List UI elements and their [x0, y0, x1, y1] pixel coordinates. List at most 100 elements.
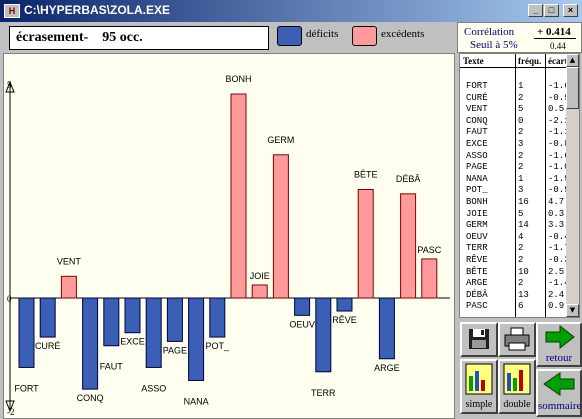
bar-chart: 5 0 -2 FORT CURÉ VENT CONQ FAUT EXCE ASSO PAGE NANA…	[3, 53, 455, 419]
table-row: TERR 2 -1.7	[460, 243, 570, 254]
arrow-left-icon	[543, 372, 575, 396]
bar-3	[82, 297, 99, 390]
cell-freq: 6	[518, 301, 524, 312]
table-row: BÊTE 10 2.5	[460, 267, 566, 278]
save-button[interactable]	[460, 322, 498, 357]
chart-header: écrasement- 95 occ. déficits excédents	[3, 22, 455, 53]
threshold-value: 0.44	[550, 41, 566, 51]
cell-word: EXCE	[466, 139, 488, 149]
table-row: EXCE 3 -0.8	[460, 139, 570, 150]
app-icon: H	[4, 4, 20, 18]
double-button[interactable]: double	[498, 359, 536, 414]
cell-freq: 10	[518, 266, 529, 277]
cell-word: GERM	[466, 220, 488, 231]
maximize-icon[interactable]: □	[544, 4, 559, 17]
bar-18	[400, 193, 417, 299]
cell-freq: 2	[518, 127, 524, 138]
bar-label-3: CONQ	[77, 393, 104, 403]
cell-gap: -1.0	[548, 162, 570, 173]
cell-word: FAUT	[466, 127, 488, 138]
crush-count: 95 occ.	[102, 30, 143, 45]
table-row: GERM 14 3.3	[460, 220, 566, 231]
minimize-icon[interactable]: _	[528, 4, 543, 17]
cell-gap: 0.5	[548, 104, 565, 115]
cell-gap: -0.9	[548, 185, 570, 196]
table-scrollbar[interactable]: ▲ ▼	[566, 54, 579, 317]
summary-button-label: sommaire	[538, 400, 582, 412]
legend-excess-label: excédents	[381, 28, 425, 40]
bar-label-7: PAGE	[163, 345, 187, 355]
bar-13	[294, 297, 311, 316]
cell-gap: -1.1	[548, 127, 570, 138]
bar-label-12: GERM	[267, 135, 294, 145]
y-tick-label: 5	[7, 80, 12, 90]
cell-gap: -0.8	[548, 139, 570, 149]
back-button[interactable]: retour	[536, 322, 582, 367]
bar-label-15: RÊVE	[332, 315, 357, 325]
scroll-up-icon[interactable]: ▲	[566, 54, 579, 67]
bar-label-5: EXCE	[120, 337, 145, 347]
cell-gap: -0.9	[548, 92, 570, 103]
cell-word: JOIE	[466, 208, 488, 219]
bar-label-19: PASC	[417, 245, 441, 255]
cell-freq: 2	[518, 255, 524, 265]
header-rule	[460, 67, 566, 68]
cell-word: PASC	[466, 301, 488, 312]
y-tick-label: 0	[7, 294, 12, 304]
frequency-table[interactable]: Texte fréqu. écart FORT 1 -1.6 CURÉ 2 -0.9 VEN…	[459, 53, 580, 318]
cell-gap: -0.4	[548, 231, 570, 242]
cell-freq: 2	[518, 150, 524, 161]
cell-word: PAGE	[466, 162, 488, 173]
cell-freq: 3	[518, 185, 524, 196]
table-row: PASC 6 0.9	[460, 301, 566, 312]
simple-chart-icon	[465, 363, 493, 395]
cell-word: BÊTE	[466, 266, 488, 277]
bar-14	[315, 297, 332, 373]
simple-button[interactable]: simple	[460, 359, 498, 414]
bar-12	[272, 154, 289, 299]
cell-freq: 2	[518, 243, 524, 254]
bar-label-0: FORT	[14, 383, 39, 393]
simple-button-label: simple	[465, 399, 493, 410]
arrow-right-icon	[545, 324, 575, 350]
close-icon[interactable]: ×	[563, 4, 578, 17]
cell-gap: 4.7	[548, 197, 565, 207]
bar-label-17: ARGE	[374, 363, 400, 373]
table-row: ASSO 2 -1.6	[460, 150, 570, 162]
bar-label-11: JOIE	[250, 271, 270, 281]
bar-5	[124, 297, 141, 334]
y-tick-label: -2	[7, 407, 15, 417]
cell-freq: 16	[518, 197, 529, 207]
cell-word: DÉBÂ	[466, 289, 488, 300]
correlation-rule	[534, 38, 576, 39]
bar-label-6: ASSO	[141, 383, 166, 393]
title-bar: H C:\HYPERBAS\ZOLA.EXE _ □ ×	[0, 0, 582, 22]
back-button-label: retour	[545, 352, 573, 364]
cell-word: ARGE	[466, 278, 488, 289]
cell-freq: 0	[518, 115, 524, 126]
cell-gap: -1.9	[548, 173, 570, 184]
print-button[interactable]	[498, 322, 536, 357]
bar-label-9: POT_	[206, 341, 231, 351]
table-row: POT_ 3 -0.9	[460, 185, 570, 196]
column-divider	[545, 54, 546, 317]
cell-freq: 2	[518, 162, 524, 173]
floppy-disk-icon	[469, 329, 489, 349]
bar-label-8: NANA	[184, 396, 209, 406]
table-row: JOIE 5 0.3	[460, 209, 566, 220]
bar-label-18: DÉBÂ	[396, 174, 421, 184]
bar-19	[421, 258, 438, 299]
bar-17	[378, 297, 395, 360]
bar-4	[103, 297, 120, 347]
cell-freq: 3	[518, 139, 524, 149]
cell-freq: 5	[518, 208, 524, 219]
scroll-down-icon[interactable]: ▼	[566, 304, 579, 317]
legend-deficit-label: déficits	[306, 28, 339, 40]
bar-label-2: VENT	[57, 256, 82, 266]
summary-button[interactable]: sommaire	[536, 369, 582, 417]
bar-11	[251, 284, 268, 299]
col-header-freq: fréqu.	[518, 56, 542, 66]
scroll-thumb[interactable]	[566, 67, 579, 109]
bar-label-13: OEUV	[289, 319, 315, 329]
double-button-label: double	[503, 399, 531, 410]
